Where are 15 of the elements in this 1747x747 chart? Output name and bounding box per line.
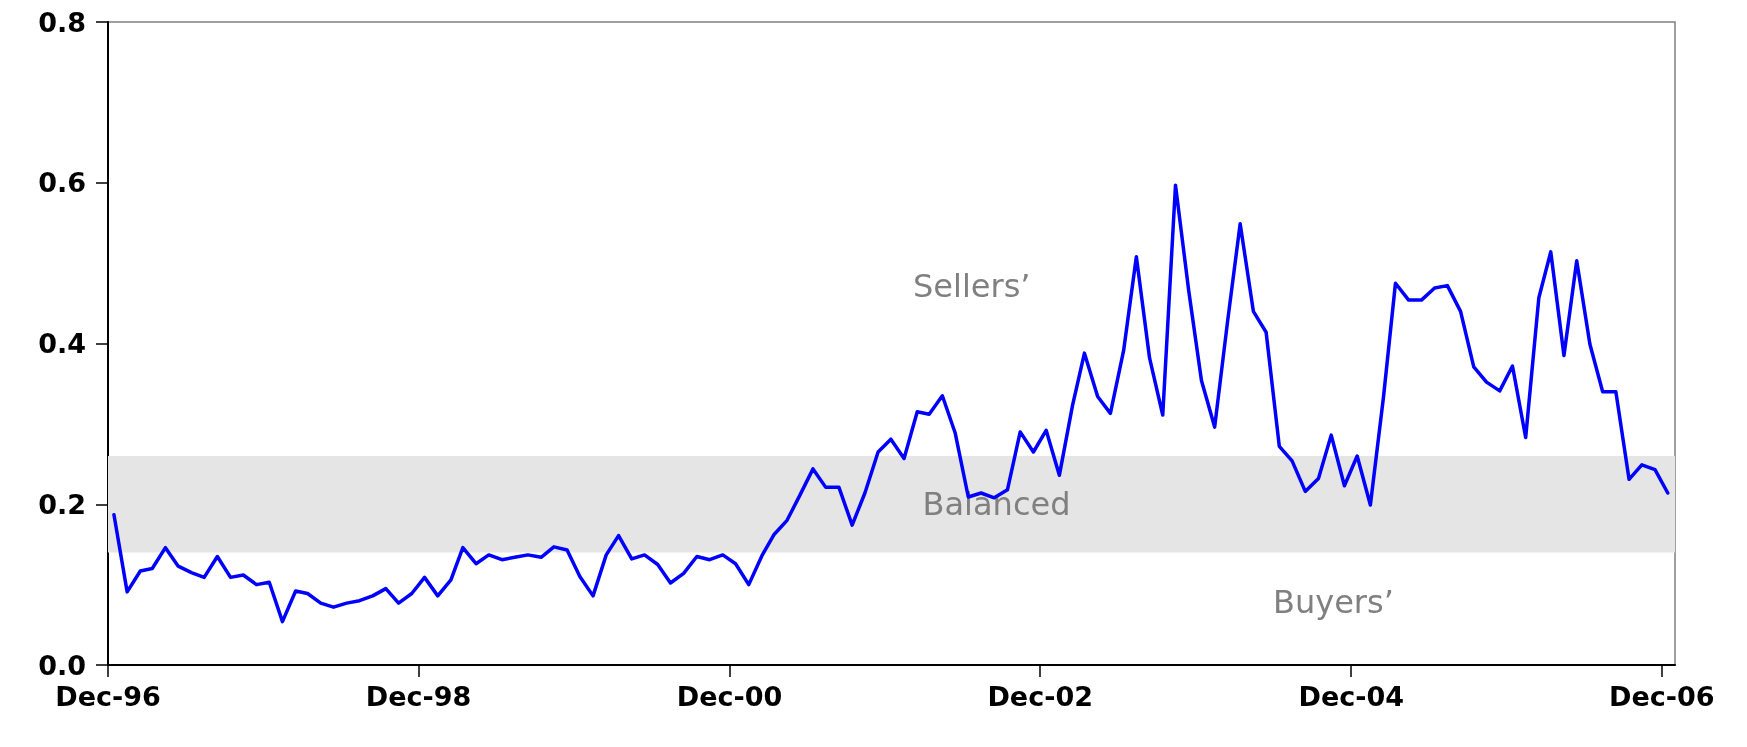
y-tick-label: 0.8: [38, 6, 86, 38]
y-tick-label: 0.2: [38, 488, 86, 520]
x-tick-label: Dec-06: [1609, 681, 1715, 712]
x-tick-label: Dec-00: [676, 681, 783, 712]
y-tick-label: 0.4: [38, 328, 86, 359]
y-tick-label: 0.0: [38, 649, 86, 681]
annotation: Buyers’: [1273, 583, 1394, 621]
y-tick-label: 0.6: [38, 167, 86, 199]
band-label: Balanced: [922, 485, 1071, 524]
x-tick-label: Dec-96: [55, 681, 161, 712]
x-tick-label: Dec-98: [365, 681, 472, 712]
x-tick-label: Dec-04: [1298, 681, 1404, 712]
annotation: Sellers’: [913, 267, 1031, 305]
line-series: [112, 183, 1670, 624]
x-tick-label: Dec-02: [987, 681, 1093, 712]
